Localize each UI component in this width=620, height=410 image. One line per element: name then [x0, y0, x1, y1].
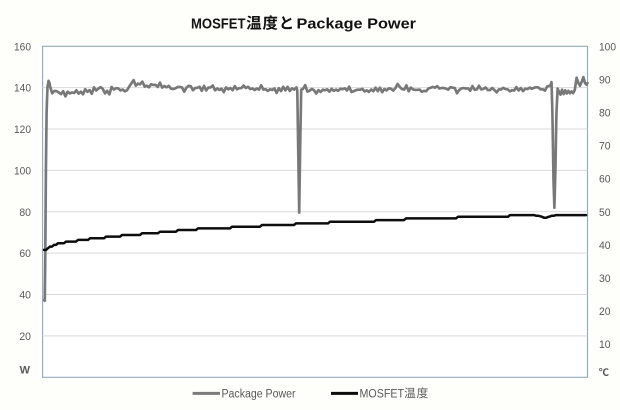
- svg-text:40: 40: [19, 290, 31, 302]
- svg-text:MOSFET: MOSFET: [191, 17, 246, 33]
- svg-text:50: 50: [599, 207, 611, 219]
- svg-text:90: 90: [599, 74, 611, 86]
- svg-text:160: 160: [14, 41, 31, 53]
- svg-text:140: 140: [14, 83, 31, 95]
- svg-text:80: 80: [599, 108, 611, 120]
- svg-text:20: 20: [599, 306, 611, 318]
- svg-text:100: 100: [599, 41, 616, 53]
- svg-text:70: 70: [599, 141, 611, 153]
- svg-text:80: 80: [19, 207, 31, 219]
- svg-text:Package Power: Package Power: [297, 17, 417, 33]
- svg-text:20: 20: [19, 331, 31, 343]
- svg-text:W: W: [20, 365, 31, 377]
- svg-text:60: 60: [19, 248, 31, 260]
- svg-text:120: 120: [14, 124, 31, 136]
- svg-text:100: 100: [14, 165, 31, 177]
- svg-text:60: 60: [599, 174, 611, 186]
- svg-text:Package Power: Package Power: [222, 388, 296, 400]
- svg-text:10: 10: [599, 339, 611, 351]
- svg-text:30: 30: [599, 273, 611, 285]
- svg-text:MOSFET: MOSFET: [360, 388, 405, 400]
- svg-text:40: 40: [599, 240, 611, 252]
